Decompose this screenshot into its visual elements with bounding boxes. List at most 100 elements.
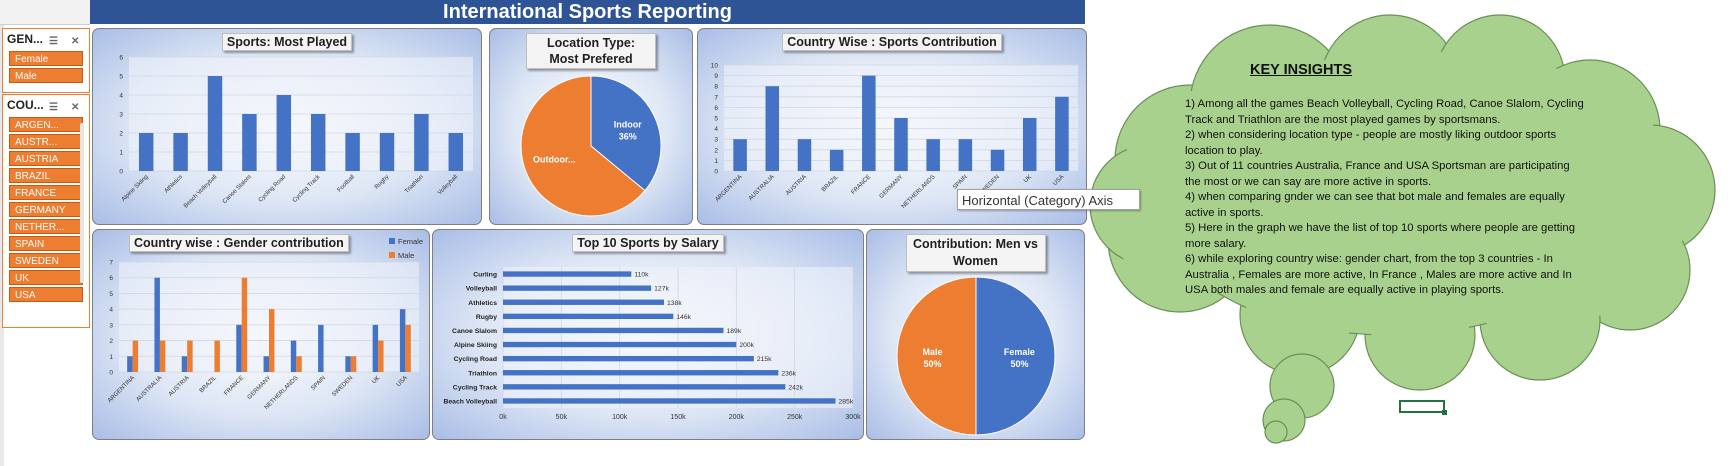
y-tick-label: Rugby: [476, 314, 497, 321]
slicer-item-country[interactable]: AUSTR...: [9, 134, 83, 149]
salary-chart[interactable]: 0k 50k 100k 150k 200k 250k 300k Curling 110k Voll…: [433, 230, 864, 440]
x-tick-label: Alpine Skiing: [121, 174, 150, 203]
bar: [318, 324, 324, 372]
y-tick-label: 1: [109, 354, 113, 361]
y-tick-label: 3: [109, 322, 113, 329]
x-tick-label: Volleyball: [437, 174, 459, 196]
y-tick-label: 1: [119, 150, 123, 157]
bar: [159, 340, 166, 372]
y-tick-label: 9: [714, 73, 718, 80]
slicer-item-country[interactable]: ARGEN...: [9, 117, 83, 132]
y-tick-label: 5: [714, 116, 718, 123]
selected-cell[interactable]: [1399, 400, 1447, 415]
slicer-item-country[interactable]: USA: [9, 287, 83, 302]
slicer-item-country[interactable]: SPAIN: [9, 236, 83, 251]
country-contribution-title: Country Wise : Sports Contribution: [782, 33, 1002, 51]
slicer-item-male[interactable]: Male: [9, 68, 83, 83]
data-label: 285k: [839, 398, 854, 405]
slice-percent: 50%: [924, 359, 942, 369]
y-tick-label: 2: [109, 338, 113, 345]
x-tick-label: 150k: [670, 414, 686, 421]
bar: [503, 327, 724, 334]
bar: [829, 149, 844, 171]
bar: [181, 356, 188, 372]
y-tick-label: 6: [109, 275, 113, 282]
gender-slicer-title: GEN...: [7, 32, 44, 46]
most-played-chart[interactable]: 0 1 2 3 4 5 6 Alpine Skiing Athletics Beach Volle…: [93, 29, 482, 225]
x-tick-label: BRAZIL: [821, 174, 841, 194]
y-tick-label: Cycling Road: [454, 356, 497, 363]
x-tick-label: ARGENTINA: [715, 174, 744, 203]
x-tick-label: USA: [396, 375, 409, 388]
bar: [290, 340, 297, 372]
location-chart[interactable]: Indoor 36% Outdoor...: [490, 29, 693, 225]
country-slicer[interactable]: COU... ☰ ✕ ARGEN... AUSTR... AUSTRIA BRAZIL…: [2, 94, 90, 328]
legend-swatch: [389, 252, 395, 258]
slicer-item-female[interactable]: Female: [9, 51, 83, 66]
clear-filter-icon[interactable]: ✕: [71, 102, 80, 113]
bar: [345, 133, 360, 171]
data-label: 200k: [739, 342, 754, 349]
legend-swatch: [389, 238, 395, 244]
bar: [236, 324, 242, 372]
y-tick-label: 2: [714, 147, 718, 154]
slicer-item-country[interactable]: SWEDEN: [9, 253, 83, 268]
country-contribution-chart[interactable]: 0 1 2 3 4 5 6 7 8 9 10 ARGENTINA AUSTRALIA AUSTRIA BRA…: [698, 29, 1087, 225]
slicer-item-country[interactable]: FRANCE: [9, 185, 83, 200]
legend-label: Female: [398, 237, 423, 246]
axis-tooltip: Horizontal (Category) Axis: [957, 189, 1140, 210]
slice-label: Male: [923, 347, 943, 357]
bar: [378, 340, 384, 372]
bar: [1022, 118, 1037, 171]
slice-percent: 36%: [619, 132, 637, 142]
bar: [138, 133, 154, 171]
x-tick-label: UK: [1023, 174, 1033, 184]
x-tick-label: Cycling Track: [292, 173, 322, 203]
y-tick-label: 6: [714, 105, 718, 112]
x-tick-label: Athletics: [164, 174, 184, 194]
slicer-scrollbar[interactable]: [80, 123, 84, 283]
slicer-item-country[interactable]: GERMANY: [9, 202, 83, 217]
slicer-item-country[interactable]: AUSTRIA: [9, 151, 83, 166]
bar: [733, 139, 747, 171]
location-title: Location Type: Most Prefered: [526, 33, 656, 69]
slicer-item-country[interactable]: BRAZIL: [9, 168, 83, 183]
multi-select-icon[interactable]: ☰: [49, 102, 58, 113]
pie-slice: [896, 276, 977, 436]
salary-panel: Top 10 Sports by Salary 0k 50k 100k 150k 200…: [432, 229, 864, 440]
x-tick-label: FRANCE: [223, 375, 245, 397]
bar: [242, 114, 257, 171]
gender-slicer-header: GEN... ☰ ✕: [3, 29, 89, 49]
y-tick-label: Volleyball: [466, 286, 497, 293]
bar: [399, 309, 406, 372]
x-tick-label: 200k: [729, 414, 745, 421]
bar: [503, 299, 664, 305]
data-label: 242k: [788, 384, 803, 391]
slice-percent: 50%: [1010, 359, 1028, 369]
y-tick-label: 2: [119, 131, 123, 138]
country-slicer-title: COU...: [7, 98, 44, 112]
y-tick-label: Alpine Skiing: [454, 342, 497, 349]
x-tick-label: UK: [371, 375, 381, 385]
y-tick-label: 10: [711, 63, 719, 70]
men-women-chart[interactable]: Female 50% Male 50%: [867, 230, 1085, 440]
insight-line: 5) Here in the graph we have the list of…: [1185, 222, 1575, 250]
clear-filter-icon[interactable]: ✕: [71, 36, 80, 47]
bar: [414, 114, 429, 171]
bar: [345, 356, 351, 372]
bar: [154, 277, 160, 372]
pie-slice: [590, 75, 662, 192]
x-tick-label: NETHERLANDS: [901, 174, 937, 210]
location-panel: Location Type: Most Prefered Indoor 36% Ou…: [489, 28, 693, 225]
bar: [503, 341, 737, 348]
slice-label: Female: [1004, 347, 1035, 357]
multi-select-icon[interactable]: ☰: [49, 36, 58, 47]
slicer-item-country[interactable]: NETHER...: [9, 219, 83, 234]
gender-slicer[interactable]: GEN... ☰ ✕ Female Male: [2, 28, 90, 93]
slicer-item-country[interactable]: UK: [9, 270, 83, 285]
men-women-panel: Contribution: Men vs Women Female 50% Male…: [866, 229, 1085, 440]
x-tick-label: Canoe Slalom: [222, 174, 253, 205]
dashboard-title: International Sports Reporting: [90, 0, 1085, 24]
pie-slice: [975, 276, 1056, 436]
